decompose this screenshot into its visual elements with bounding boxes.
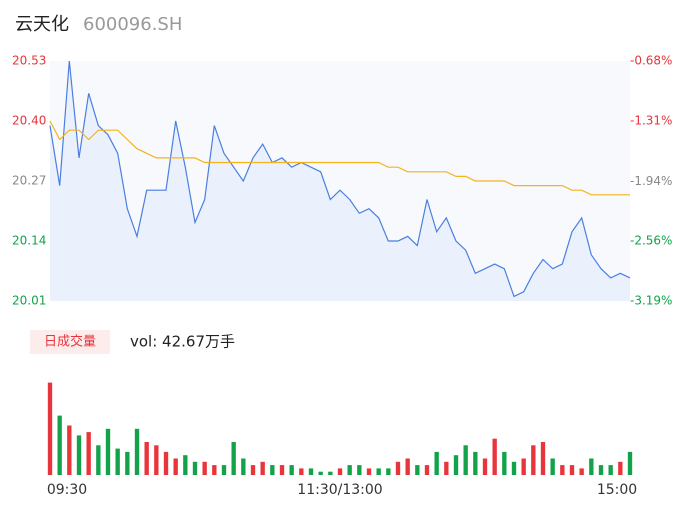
volume-bar [444, 461, 449, 475]
volume-bar [618, 461, 623, 475]
volume-bar [540, 442, 546, 475]
y2-tick-label: -0.68% [630, 54, 672, 68]
volume-bar [144, 442, 149, 475]
volume-bar [347, 465, 352, 475]
volume-bar [115, 448, 120, 475]
y2-tick-label: -3.19% [630, 294, 672, 308]
volume-bar [386, 468, 391, 475]
average-line [49, 120, 630, 196]
volume-bar [192, 461, 198, 475]
volume-label: 日成交量 [44, 334, 96, 350]
volume-bar [125, 451, 130, 475]
volume-bar [250, 465, 256, 475]
volume-bar [511, 461, 517, 475]
volume-bar [434, 451, 439, 475]
volume-bar [308, 468, 314, 475]
y-tick-label: 20.27 [12, 174, 46, 188]
volume-bar [492, 438, 497, 475]
x-tick-label: 09:30 [47, 482, 87, 498]
volume-bar [183, 455, 188, 475]
stock-code: 600096.SH [83, 14, 182, 35]
price-area [50, 61, 630, 301]
volume-badge [30, 330, 110, 354]
volume-bar [376, 468, 381, 475]
volume-bar [163, 451, 169, 475]
stock-name: 云天化 [15, 14, 69, 35]
volume-bar [318, 471, 323, 475]
volume-bar [453, 455, 459, 475]
volume-bar [473, 451, 478, 475]
y-tick-label: 20.14 [12, 234, 46, 248]
volume-bar [299, 468, 304, 475]
volume-bar [560, 465, 565, 475]
volume-bar [47, 382, 53, 475]
volume-bar [212, 465, 217, 475]
y-tick-label: 20.53 [12, 54, 46, 68]
volume-bar [105, 428, 111, 475]
volume-bar [96, 445, 101, 475]
volume-bar [521, 458, 526, 475]
y-tick-label: 20.40 [12, 114, 46, 128]
volume-bar [328, 471, 333, 475]
volume-bar [241, 458, 246, 475]
volume-bar [173, 458, 178, 475]
volume-bar [57, 415, 62, 475]
volume-bar [589, 458, 594, 475]
volume-bar [154, 445, 159, 475]
volume-bar [463, 445, 468, 475]
volume-bar [482, 458, 488, 475]
volume-bar [531, 445, 536, 475]
price-line [49, 60, 631, 298]
volume-bar [415, 465, 420, 475]
volume-bar [221, 465, 227, 475]
volume-bar [337, 468, 343, 475]
y2-tick-label: -1.94% [630, 174, 672, 188]
volume-bar [627, 451, 633, 475]
volume-bar [289, 465, 294, 475]
volume-bar [270, 465, 275, 475]
volume-total: vol: 42.67万手 [130, 333, 235, 351]
volume-bar [86, 432, 91, 475]
volume-bar [579, 468, 584, 475]
volume-bar [76, 435, 82, 475]
volume-bar [231, 442, 236, 475]
x-tick-label: 15:00 [597, 482, 637, 498]
volume-bar [608, 465, 613, 475]
y2-tick-label: -2.56% [630, 233, 672, 247]
volume-bar [395, 461, 401, 475]
volume-bar [366, 468, 372, 475]
volume-bar [424, 465, 430, 475]
volume-bar [598, 465, 604, 475]
volume-bar [134, 428, 140, 475]
y-tick-label: 20.01 [12, 294, 46, 308]
volume-bar [357, 465, 362, 475]
y2-tick-label: -1.31% [630, 114, 672, 128]
volume-bar [67, 425, 72, 475]
volume-bar [202, 461, 207, 475]
volume-bar [569, 465, 575, 475]
volume-bar [502, 451, 507, 475]
x-tick-label: 11:30/13:00 [297, 482, 382, 498]
volume-bar [550, 458, 555, 475]
volume-bar [405, 458, 410, 475]
volume-bar [260, 461, 265, 475]
volume-bar [279, 465, 285, 475]
